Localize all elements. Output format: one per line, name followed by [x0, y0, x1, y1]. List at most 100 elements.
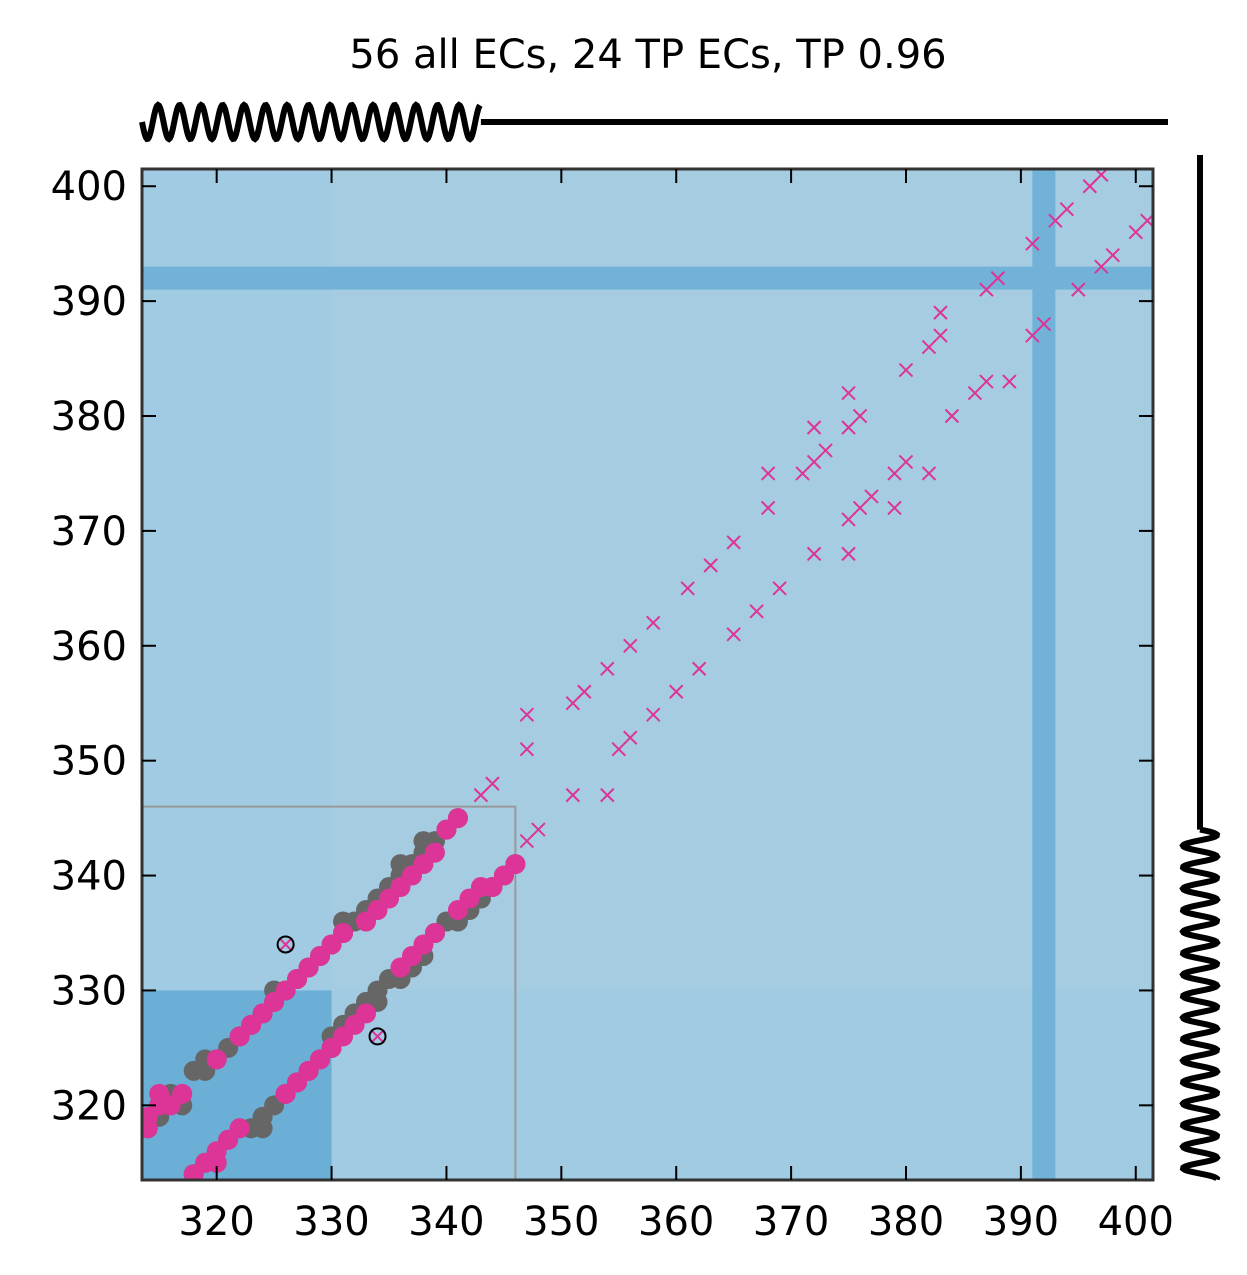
predicted-contact-cross — [691, 661, 707, 676]
x-tick-label: 380 — [868, 1199, 944, 1245]
x-tick-label: 390 — [983, 1199, 1059, 1245]
predicted-contact-cross — [611, 741, 626, 757]
helix-track-right — [1179, 826, 1221, 1181]
true-positive-point — [206, 1049, 227, 1070]
x-tick-label: 360 — [638, 1199, 714, 1245]
y-tick-label: 330 — [51, 968, 127, 1014]
predicted-contact-cross — [1128, 224, 1143, 240]
predicted-contact-cross — [278, 937, 293, 952]
predicted-contact-cross — [772, 581, 787, 596]
true-positive-point — [172, 1083, 193, 1104]
predicted-contact-cross — [749, 604, 764, 619]
x-tick-label: 350 — [523, 1199, 599, 1245]
predicted-contact-cross — [600, 661, 615, 676]
predicted-contact-cross — [760, 466, 776, 481]
secondary-structure — [139, 101, 1221, 1181]
shaded-regions — [141, 169, 1153, 1181]
plot-frame — [140, 167, 1155, 1182]
y-tick-label: 320 — [51, 1083, 127, 1129]
x-tick-label: 340 — [408, 1199, 484, 1245]
predicted-contact-cross — [1071, 282, 1086, 297]
predicted-contact-cross — [933, 328, 948, 343]
predicted-contact-cross — [990, 270, 1006, 286]
predicted-contact-cross — [623, 638, 638, 653]
chart-title: 56 all ECs, 24 TP ECs, TP 0.96 — [349, 32, 946, 78]
predicted-contact-cross — [1059, 202, 1075, 217]
predicted-contact-cross — [600, 787, 615, 803]
y-tick-label: 350 — [51, 739, 127, 785]
predicted-contact-cross — [485, 776, 500, 791]
false-positive-marker — [276, 935, 295, 954]
predicted-contact-cross — [864, 489, 879, 504]
predicted-contact-cross — [898, 454, 914, 470]
highlight-band-horizontal — [142, 266, 1153, 290]
predicted-contact-cross — [1082, 179, 1098, 194]
predicted-contact-cross — [818, 443, 833, 458]
predicted-contact-cross — [577, 684, 592, 699]
predicted-contact-cross — [669, 684, 684, 699]
predicted-contact-cross — [898, 362, 914, 378]
predicted-contact-cross — [519, 833, 535, 849]
predicted-contact-cross — [841, 512, 856, 527]
true-positive-point — [424, 922, 445, 943]
predicted-contact-cross — [841, 420, 856, 435]
predicted-contact-cross — [565, 696, 581, 711]
predicted-contact-cross — [1105, 247, 1120, 263]
y-tick-label: 380 — [51, 394, 127, 440]
predicted-contact-cross — [806, 454, 822, 470]
predicted-contact-cross — [852, 500, 868, 516]
highlight-band-vertical — [1032, 169, 1056, 1180]
predicted-contact-cross — [921, 339, 937, 355]
y-tick-label: 400 — [51, 164, 127, 210]
predicted-contact-cross — [646, 615, 661, 631]
predicted-contact-cross — [841, 385, 856, 401]
predicted-contact-cross — [473, 787, 489, 803]
y-tick-label: 370 — [51, 509, 127, 555]
predicted-contact-cross — [646, 707, 661, 722]
predicted-contact-cross — [921, 466, 937, 481]
true-positive-point — [229, 1118, 250, 1139]
predicted-contact-cross — [967, 385, 983, 401]
x-tick-label: 330 — [293, 1199, 369, 1245]
predicted-contact-cross — [979, 282, 994, 297]
predicted-contact-cross — [1036, 316, 1052, 332]
predicted-contact-cross — [1025, 236, 1040, 251]
y-tick-label: 390 — [51, 279, 127, 325]
true-positive-point — [505, 854, 526, 875]
predicted-contact-cross — [565, 787, 581, 803]
predicted-contact-cross — [531, 822, 546, 837]
x-tick-label: 400 — [1098, 1199, 1174, 1245]
predicted-contact-cross — [623, 730, 638, 745]
predicted-contact-cross — [1094, 259, 1109, 274]
x-tick-label: 320 — [178, 1199, 254, 1245]
false-positive-marker — [368, 1027, 387, 1046]
predicted-contact-cross — [1048, 213, 1063, 228]
predicted-contact-cross — [519, 707, 535, 722]
predicted-contact-cross — [841, 546, 856, 562]
predicted-contact-cross — [760, 500, 776, 516]
predicted-contact-cross — [933, 305, 948, 320]
axes-frame — [140, 167, 1155, 1182]
true-positive-point — [333, 922, 354, 943]
predicted-contact-cross — [703, 558, 718, 573]
predicted-contact-cross — [944, 408, 960, 424]
predicted-contact-cross — [370, 1029, 385, 1044]
predicted-contact-cross — [1002, 374, 1017, 389]
true-positive-point — [424, 842, 445, 863]
predicted-contact-cross — [795, 466, 810, 481]
true-positive-point — [356, 1003, 377, 1024]
predicted-contact-cross — [887, 500, 902, 516]
predicted-contact-cross — [680, 581, 695, 596]
predicted-contact-cross — [806, 546, 822, 562]
y-tick-label: 340 — [51, 854, 127, 900]
predicted-contact-cross — [979, 374, 994, 389]
data-series — [142, 169, 1153, 1180]
helix-track-top — [139, 101, 483, 143]
predicted-contact-cross — [806, 420, 822, 435]
predicted-contact-cross — [519, 741, 535, 757]
predicted-contact-cross — [1025, 328, 1040, 343]
predicted-contact-cross — [887, 466, 902, 481]
y-tick-label: 360 — [51, 624, 127, 670]
predicted-contact-cross — [726, 627, 741, 642]
